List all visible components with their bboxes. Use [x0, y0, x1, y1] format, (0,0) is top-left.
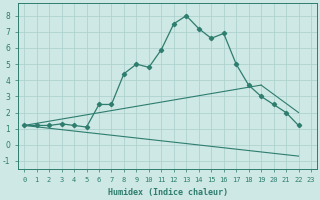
- X-axis label: Humidex (Indice chaleur): Humidex (Indice chaleur): [108, 188, 228, 197]
